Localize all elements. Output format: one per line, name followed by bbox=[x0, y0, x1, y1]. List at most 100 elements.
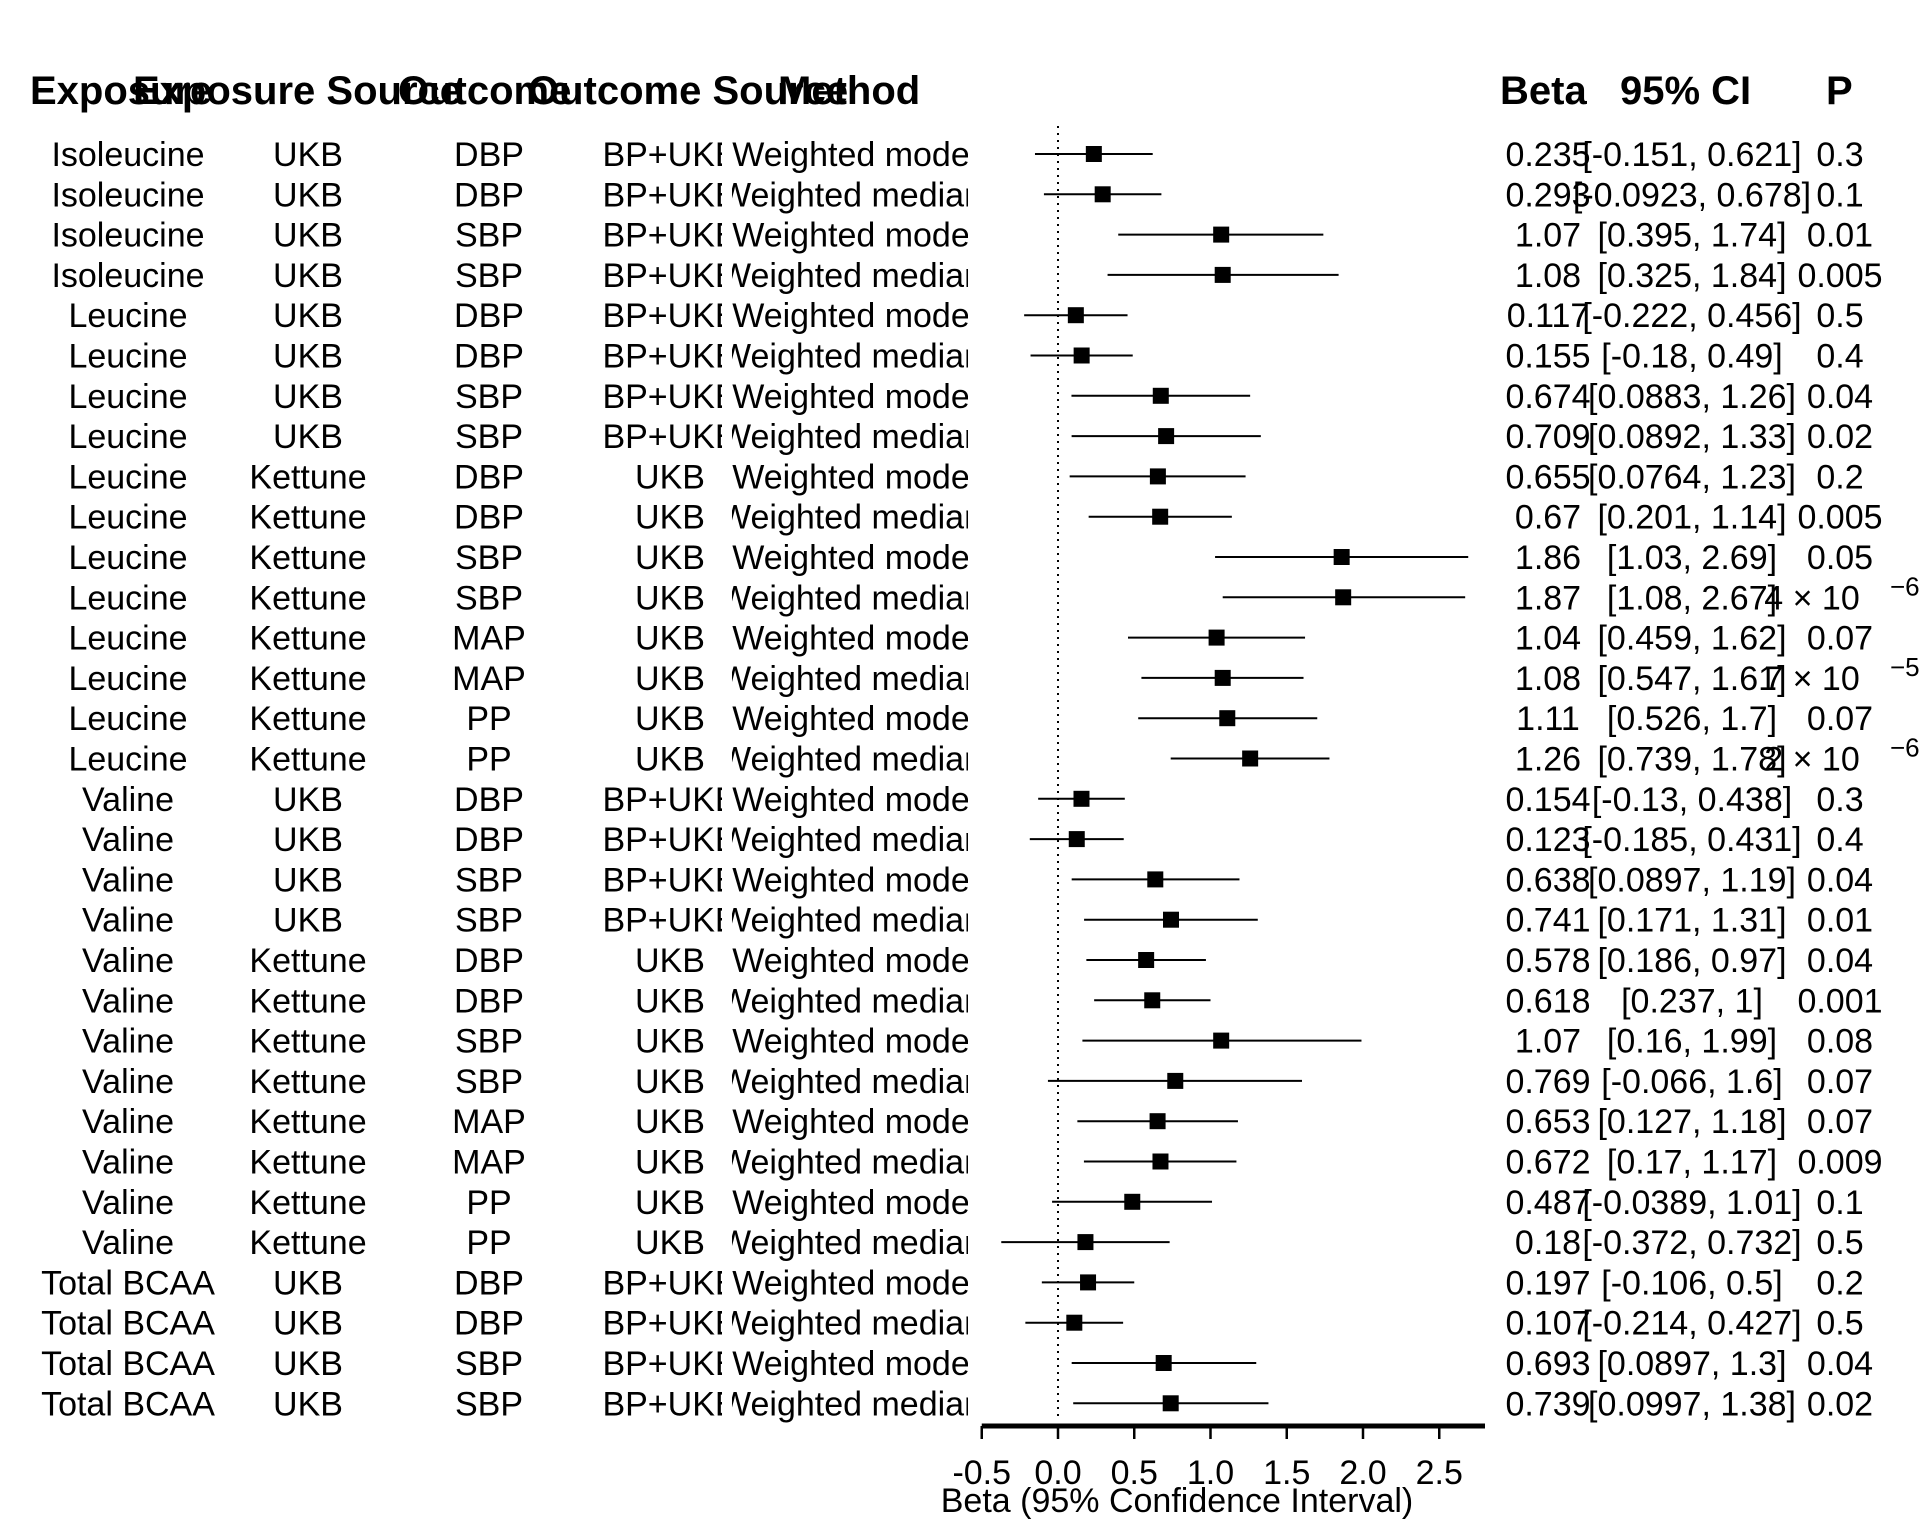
p-cell: 0.04 bbox=[1807, 1345, 1873, 1383]
table-row: Valine Kettune PP UKB Weighted mode 0.487[-0.… bbox=[82, 1184, 1864, 1222]
exposure-cell: Leucine bbox=[68, 297, 187, 335]
method-cell: Weighted median bbox=[719, 1063, 983, 1101]
outcome-cell: DBP bbox=[454, 1264, 524, 1302]
outcome-cell: DBP bbox=[454, 821, 524, 859]
exposure-source-cell: UKB bbox=[273, 378, 343, 416]
method-cell: Weighted mode bbox=[732, 378, 970, 416]
header-exposure-source: Exposure Source bbox=[133, 69, 462, 113]
exposure-cell: Leucine bbox=[68, 418, 187, 456]
outcome-source-cell: UKB bbox=[635, 741, 705, 779]
beta-cell: 1.87 bbox=[1515, 579, 1581, 617]
exposure-source-cell: Kettune bbox=[249, 1184, 366, 1222]
p-cell: 0.4 bbox=[1816, 821, 1863, 859]
method-cell: Weighted median bbox=[719, 1224, 983, 1262]
outcome-source-cell: UKB bbox=[635, 1023, 705, 1061]
p-cell: 0.07 bbox=[1807, 700, 1873, 738]
method-cell: Weighted median bbox=[719, 418, 983, 456]
exposure-cell: Valine bbox=[82, 1063, 174, 1101]
beta-cell: 0.741 bbox=[1505, 902, 1590, 940]
x-tick-label: -0.5 bbox=[952, 1454, 1011, 1492]
ci-cell: [-0.066, 1.6] bbox=[1601, 1063, 1782, 1101]
point-estimate bbox=[1335, 589, 1352, 606]
outcome-cell: SBP bbox=[455, 257, 523, 295]
p-cell: 0.05 bbox=[1807, 539, 1873, 577]
method-cell: Weighted mode bbox=[732, 620, 970, 658]
ci-cell: [1.08, 2.67] bbox=[1607, 579, 1777, 617]
point-estimate bbox=[1214, 266, 1231, 283]
exposure-source-cell: Kettune bbox=[249, 1023, 366, 1061]
x-axis-title: Beta (95% Confidence Interval) bbox=[941, 1482, 1413, 1520]
p-exponent: −6 bbox=[1890, 571, 1920, 601]
p-cell: 0.3 bbox=[1816, 781, 1863, 819]
exposure-source-cell: Kettune bbox=[249, 741, 366, 779]
exposure-cell: Isoleucine bbox=[51, 176, 204, 214]
exposure-cell: Leucine bbox=[68, 620, 187, 658]
method-cell: Weighted mode bbox=[732, 458, 970, 496]
exposure-cell: Valine bbox=[82, 902, 174, 940]
p-cell: 0.2 bbox=[1816, 1264, 1863, 1302]
exposure-source-cell: Kettune bbox=[249, 620, 366, 658]
beta-cell: 0.739 bbox=[1505, 1385, 1590, 1423]
x-tick-label: 0.5 bbox=[1111, 1454, 1158, 1492]
point-estimate bbox=[1149, 468, 1166, 485]
outcome-source-cell: BP+UKB bbox=[602, 217, 737, 255]
beta-cell: 1.08 bbox=[1515, 660, 1581, 698]
beta-cell: 0.107 bbox=[1505, 1305, 1590, 1343]
exposure-source-cell: UKB bbox=[273, 136, 343, 174]
outcome-cell: MAP bbox=[452, 1103, 526, 1141]
outcome-cell: SBP bbox=[455, 861, 523, 899]
exposure-cell: Valine bbox=[82, 781, 174, 819]
outcome-source-cell: UKB bbox=[635, 1224, 705, 1262]
outcome-source-cell: BP+UKB bbox=[602, 1345, 737, 1383]
point-estimate bbox=[1149, 1113, 1166, 1130]
exposure-cell: Total BCAA bbox=[41, 1385, 215, 1423]
ci-cell: [-0.151, 0.621] bbox=[1582, 136, 1801, 174]
x-tick-label: 2.0 bbox=[1339, 1454, 1386, 1492]
outcome-cell: SBP bbox=[455, 579, 523, 617]
exposure-source-cell: UKB bbox=[273, 781, 343, 819]
point-estimate bbox=[1214, 669, 1231, 686]
point-estimate bbox=[1073, 347, 1090, 364]
point-estimate bbox=[1208, 629, 1225, 646]
p-cell: 0.01 bbox=[1807, 217, 1873, 255]
beta-cell: 0.117 bbox=[1507, 297, 1590, 335]
outcome-cell: DBP bbox=[454, 136, 524, 174]
method-cell: Weighted mode bbox=[732, 136, 970, 174]
outcome-source-cell: UKB bbox=[635, 660, 705, 698]
outcome-cell: PP bbox=[466, 1184, 511, 1222]
p-cell: 0.02 bbox=[1807, 418, 1873, 456]
ci-cell: [-0.13, 0.438] bbox=[1592, 781, 1792, 819]
ci-cell: [-0.0923, 0.678] bbox=[1573, 176, 1811, 214]
outcome-cell: SBP bbox=[455, 1023, 523, 1061]
exposure-source-cell: Kettune bbox=[249, 499, 366, 537]
table-row: Leucine Kettune PP UKB Weighted mode 1.11 [0.5… bbox=[68, 700, 1873, 738]
beta-cell: 1.07 bbox=[1515, 217, 1581, 255]
header-95ci: 95% CI bbox=[1620, 69, 1751, 113]
ci-cell: [0.171, 1.31] bbox=[1597, 902, 1786, 940]
table-row: Valine Kettune SBP UKB Weighted mode 1.07 [0.1… bbox=[82, 1023, 1873, 1061]
exposure-cell: Isoleucine bbox=[51, 257, 204, 295]
outcome-source-cell: UKB bbox=[635, 1144, 705, 1182]
exposure-cell: Leucine bbox=[68, 539, 187, 577]
table-row: Valine Kettune SBP UKB Weighted median 0.769 [… bbox=[82, 1063, 1873, 1101]
outcome-cell: MAP bbox=[452, 1144, 526, 1182]
exposure-cell: Valine bbox=[82, 861, 174, 899]
method-cell: Weighted median bbox=[719, 982, 983, 1020]
outcome-cell: SBP bbox=[455, 1063, 523, 1101]
ci-cell: [0.325, 1.84] bbox=[1597, 257, 1786, 295]
outcome-source-cell: BP+UKB bbox=[602, 338, 737, 376]
ci-cell: [0.17, 1.17] bbox=[1607, 1144, 1777, 1182]
exposure-cell: Valine bbox=[82, 821, 174, 859]
outcome-cell: SBP bbox=[455, 1345, 523, 1383]
p-cell: 0.005 bbox=[1797, 257, 1882, 295]
method-cell: Weighted median bbox=[719, 741, 983, 779]
exposure-cell: Total BCAA bbox=[41, 1264, 215, 1302]
outcome-source-cell: UKB bbox=[635, 700, 705, 738]
p-cell: 0.5 bbox=[1816, 297, 1863, 335]
method-cell: Weighted mode bbox=[732, 1023, 970, 1061]
